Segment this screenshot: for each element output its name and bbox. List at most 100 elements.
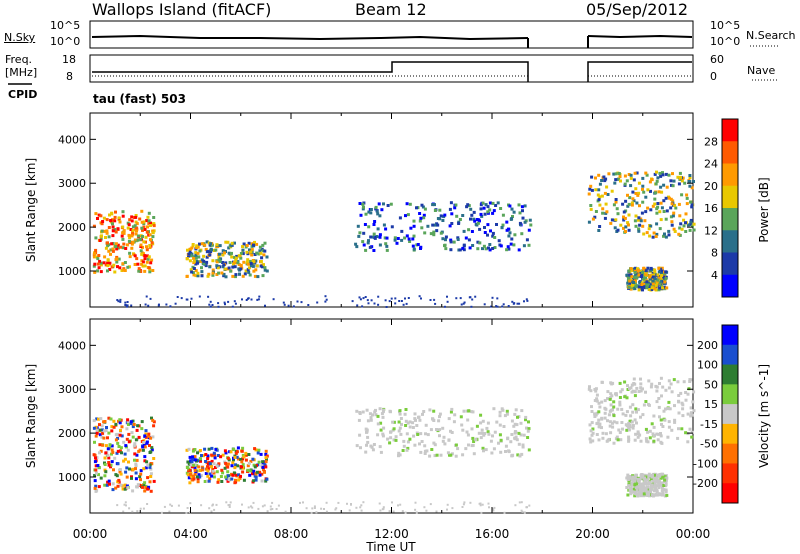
data-cell	[459, 297, 462, 300]
data-cell	[652, 287, 656, 291]
data-cell	[633, 476, 637, 480]
data-cell	[633, 171, 637, 175]
data-cell	[634, 491, 637, 495]
data-cell	[355, 245, 359, 249]
data-cell	[492, 209, 496, 213]
data-cell	[146, 476, 150, 480]
data-cell	[651, 235, 655, 239]
data-cell	[134, 471, 138, 475]
data-cell	[628, 488, 632, 492]
data-cell	[587, 387, 591, 391]
colorbar-segment	[722, 443, 738, 464]
data-cell	[262, 460, 266, 464]
data-cell	[651, 275, 655, 279]
data-cell	[590, 175, 594, 179]
data-cell	[203, 447, 207, 451]
data-cell	[416, 433, 420, 436]
data-cell	[435, 428, 438, 431]
data-cell	[255, 251, 259, 255]
data-cell	[125, 437, 129, 441]
data-cell	[96, 262, 100, 266]
data-cell	[441, 219, 445, 222]
data-cell	[653, 277, 657, 281]
data-cell	[513, 431, 517, 435]
data-cell	[135, 453, 139, 457]
data-cell	[660, 481, 664, 485]
data-cell	[614, 437, 618, 441]
colorbar-tick-label: 200	[697, 339, 718, 352]
data-cell	[101, 443, 105, 447]
data-cell	[483, 212, 487, 216]
data-cell	[627, 435, 631, 439]
data-cell	[597, 229, 601, 232]
data-cell	[114, 486, 118, 490]
data-cell	[412, 234, 416, 238]
data-cell	[186, 473, 190, 477]
data-cell	[489, 439, 493, 443]
data-cell	[363, 223, 367, 226]
data-cell	[146, 503, 149, 505]
data-cell	[634, 407, 638, 411]
data-cell	[124, 444, 128, 448]
data-cell	[480, 428, 484, 432]
data-cell	[126, 305, 128, 308]
data-cell	[110, 242, 114, 246]
data-cell	[670, 202, 674, 206]
data-cell	[611, 421, 614, 425]
data-cell	[471, 436, 475, 440]
data-cell	[143, 269, 147, 273]
data-cell	[685, 193, 689, 197]
data-cell	[122, 440, 126, 444]
colorbar-tick-label: 20	[704, 180, 718, 193]
data-cell	[644, 269, 648, 273]
data-cell	[446, 295, 448, 298]
data-cell	[194, 253, 198, 257]
data-cell	[615, 435, 619, 439]
data-cell	[598, 422, 602, 426]
data-cell	[226, 462, 230, 466]
data-cell	[131, 232, 135, 236]
data-cell	[642, 277, 645, 281]
data-cell	[636, 284, 640, 288]
data-cell	[505, 248, 509, 252]
data-cell	[263, 241, 267, 245]
data-cell	[653, 197, 657, 201]
data-cell	[633, 282, 637, 286]
data-cell	[680, 193, 684, 197]
data-cell	[128, 251, 132, 255]
data-cell	[194, 256, 198, 260]
data-cell	[664, 388, 668, 392]
data-cell	[631, 424, 635, 427]
data-cell	[626, 478, 630, 481]
data-cell	[133, 263, 137, 266]
data-cell	[634, 214, 638, 218]
data-cell	[479, 413, 483, 417]
data-cell	[481, 419, 485, 423]
ytick-label: 2000	[58, 221, 86, 234]
data-cell	[115, 451, 119, 455]
data-cell	[123, 452, 127, 456]
data-cell	[114, 433, 118, 437]
data-cell	[142, 507, 145, 510]
data-cell	[632, 281, 635, 284]
data-cell	[646, 440, 650, 444]
data-cell	[483, 303, 486, 306]
data-cell	[686, 392, 690, 396]
data-cell	[688, 174, 692, 177]
data-cell	[655, 476, 659, 480]
data-cell	[229, 501, 232, 504]
data-cell	[650, 493, 654, 497]
data-cell	[371, 448, 375, 452]
data-cell	[378, 243, 382, 247]
data-cell	[366, 241, 370, 245]
data-cell	[467, 409, 471, 413]
data-cell	[354, 242, 358, 246]
data-cell	[143, 254, 147, 258]
data-cell	[377, 303, 380, 306]
data-cell	[365, 428, 369, 432]
data-cell	[98, 428, 102, 432]
data-cell	[113, 456, 117, 460]
data-cell	[221, 471, 225, 475]
data-cell	[644, 171, 648, 175]
data-cell	[639, 377, 642, 381]
